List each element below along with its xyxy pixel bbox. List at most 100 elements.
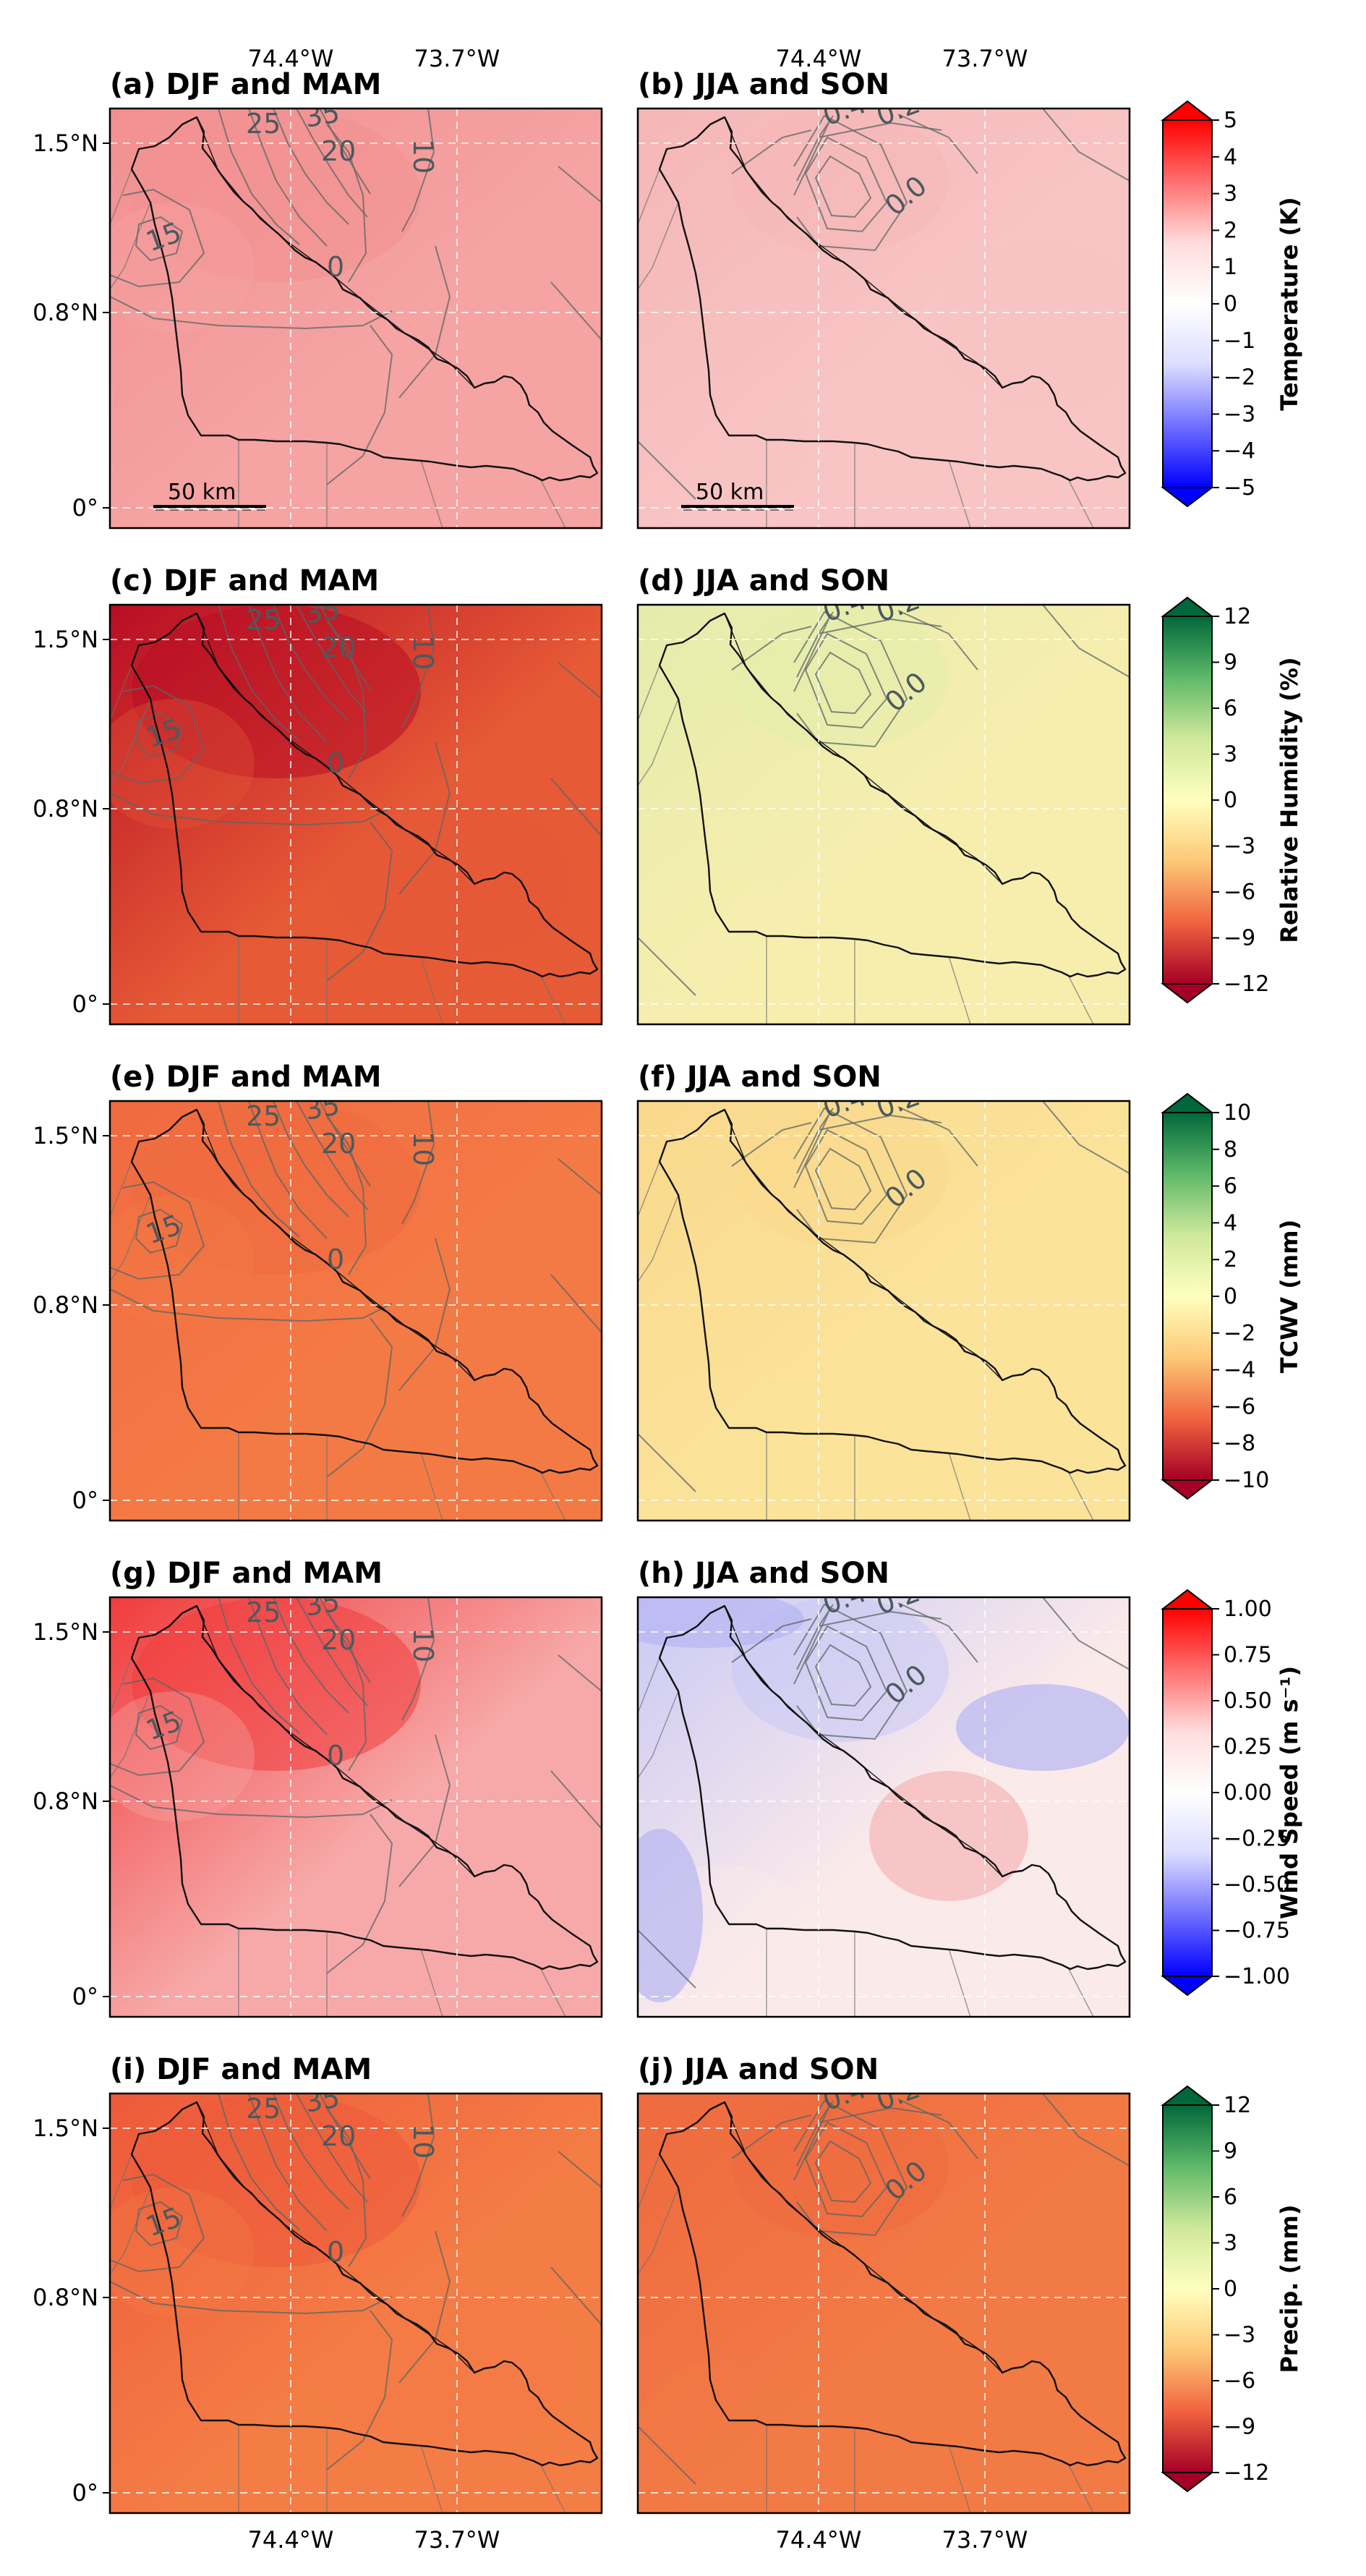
contour-line [638, 1433, 696, 1492]
contour-line [319, 109, 371, 195]
lat-tick-label: 1.5°N [33, 129, 98, 157]
colorbar-tick-label: 5 [1224, 108, 1237, 133]
contour-line [731, 2114, 812, 2159]
contour-label: 10 [407, 1628, 439, 1662]
colorbar-tick-label: −6 [1224, 1394, 1255, 1419]
colorbar-tick-label: 6 [1224, 1174, 1237, 1199]
contour-label: 35 [302, 96, 342, 134]
contour-line [897, 610, 978, 671]
contour-line [135, 2201, 184, 2247]
anomaly-region [638, 2361, 811, 2491]
lon-tick-label-bottom: 74.4°W [248, 2526, 334, 2554]
contour-line [804, 2121, 888, 2218]
colorbar-tick-label: −4 [1224, 438, 1255, 464]
anomaly-region [934, 735, 1130, 909]
contour-line [326, 2109, 367, 2268]
colorbar-label: Relative Humidity (%) [1276, 657, 1303, 943]
admin-boundary [238, 1432, 443, 1521]
negative-anomaly-region [956, 1684, 1130, 1771]
contour-line [273, 109, 349, 225]
admin-boundary [238, 1929, 443, 2017]
scale-bar-label: 50 km [168, 480, 236, 505]
colorbar-ramp [1162, 119, 1213, 488]
colorbar-tick-label: 12 [1224, 604, 1251, 629]
contour-line [218, 2093, 300, 2230]
contour-label: 35 [302, 1585, 342, 1623]
anomaly-region [934, 2224, 1130, 2397]
contour-line [110, 1181, 205, 1280]
colorbar-label: Wind Speed (m s⁻¹) [1276, 1666, 1303, 1919]
lat-tick-label: 0° [72, 1487, 98, 1514]
colorbar-tick-label: 0.75 [1224, 1643, 1272, 1668]
panel-title-wind-left: (g) DJF and MAM [110, 1557, 383, 1590]
colorbar-extend-top [1161, 1589, 1214, 1610]
colorbar-tick-label: 4 [1224, 145, 1237, 170]
anomaly-region [934, 239, 1130, 412]
contour-label: 0 [327, 2236, 344, 2268]
colorbar-tick-label: 12 [1224, 2093, 1251, 2118]
contour-line [326, 1317, 393, 1478]
contour-line [110, 188, 205, 288]
contour-label: 20 [321, 1128, 356, 1160]
admin-boundary [638, 169, 679, 290]
panel-title-tcwv-right: (f) JJA and SON [638, 1060, 882, 1094]
colorbar-tick-label: 3 [1224, 742, 1237, 768]
contour-line [550, 2151, 602, 2326]
colorbar-extend-bottom [1161, 2472, 1214, 2493]
colorbar-tick-label: 9 [1224, 2139, 1237, 2164]
contour-line [814, 155, 872, 218]
contour-line [550, 166, 602, 341]
panel-frame [636, 603, 1131, 1026]
panel-frame [108, 1100, 603, 1522]
colorbar-tick-label: 10 [1224, 1100, 1251, 1126]
contour-line [814, 1644, 872, 1707]
river-line [724, 1605, 1003, 1877]
contour-line [110, 1288, 393, 1322]
admin-boundary [1068, 2465, 1094, 2513]
colorbar-tick-label: −2 [1224, 365, 1255, 391]
admin-boundary [540, 1472, 566, 1521]
contour-line [1042, 605, 1130, 678]
colorbar-label: Temperature (K) [1276, 197, 1303, 410]
scale-bar: 50 km [153, 480, 267, 511]
lat-tick-label: 0° [72, 2479, 98, 2507]
colorbar-tick-label: −5 [1224, 475, 1255, 501]
map-panel-wind-right: 0.4 0.20.0(h) JJA and SON [636, 1557, 1131, 2018]
contour-line [326, 124, 367, 283]
contour-line [110, 296, 393, 330]
colorbar-extend-top [1161, 100, 1214, 121]
colorbar-tick-label: 9 [1224, 650, 1237, 676]
lat-tick-label: 1.5°N [33, 2114, 98, 2142]
colorbar-tick-label: −0.50 [1224, 1872, 1290, 1897]
admin-boundary [110, 665, 151, 786]
contour-line [897, 1106, 978, 1167]
colorbar-tick-label: 4 [1224, 1210, 1237, 1236]
contour-line [326, 821, 393, 982]
anomaly-region [110, 1691, 255, 1822]
contour-line [218, 605, 300, 741]
colorbar-extend-bottom [1161, 1976, 1214, 1997]
contour-line [814, 1147, 872, 1211]
panel-title-wind-right: (h) JJA and SON [638, 1557, 889, 1590]
contour-line [804, 1128, 888, 1225]
river-line [196, 1605, 475, 1877]
contour-line [638, 937, 696, 996]
contour-line [296, 2093, 368, 2203]
contour-line [319, 605, 371, 691]
colorbar-tick-label: 3 [1224, 182, 1237, 207]
river-line [724, 1109, 1003, 1381]
lat-tick-label: 0.8°N [33, 1291, 98, 1319]
anomaly-region [934, 1231, 1130, 1405]
contour-line [326, 325, 393, 485]
contour-line [398, 2230, 451, 2384]
admin-boundary [1068, 1472, 1094, 1521]
river-line [724, 613, 1003, 885]
anomaly-region [638, 872, 811, 1003]
contour-line [110, 1677, 205, 1777]
anomaly-region [110, 699, 255, 829]
colorbar-tick-label: 0.25 [1224, 1735, 1272, 1760]
contour-label: 20 [321, 2120, 356, 2152]
colorbar-ramp [1162, 1112, 1213, 1481]
